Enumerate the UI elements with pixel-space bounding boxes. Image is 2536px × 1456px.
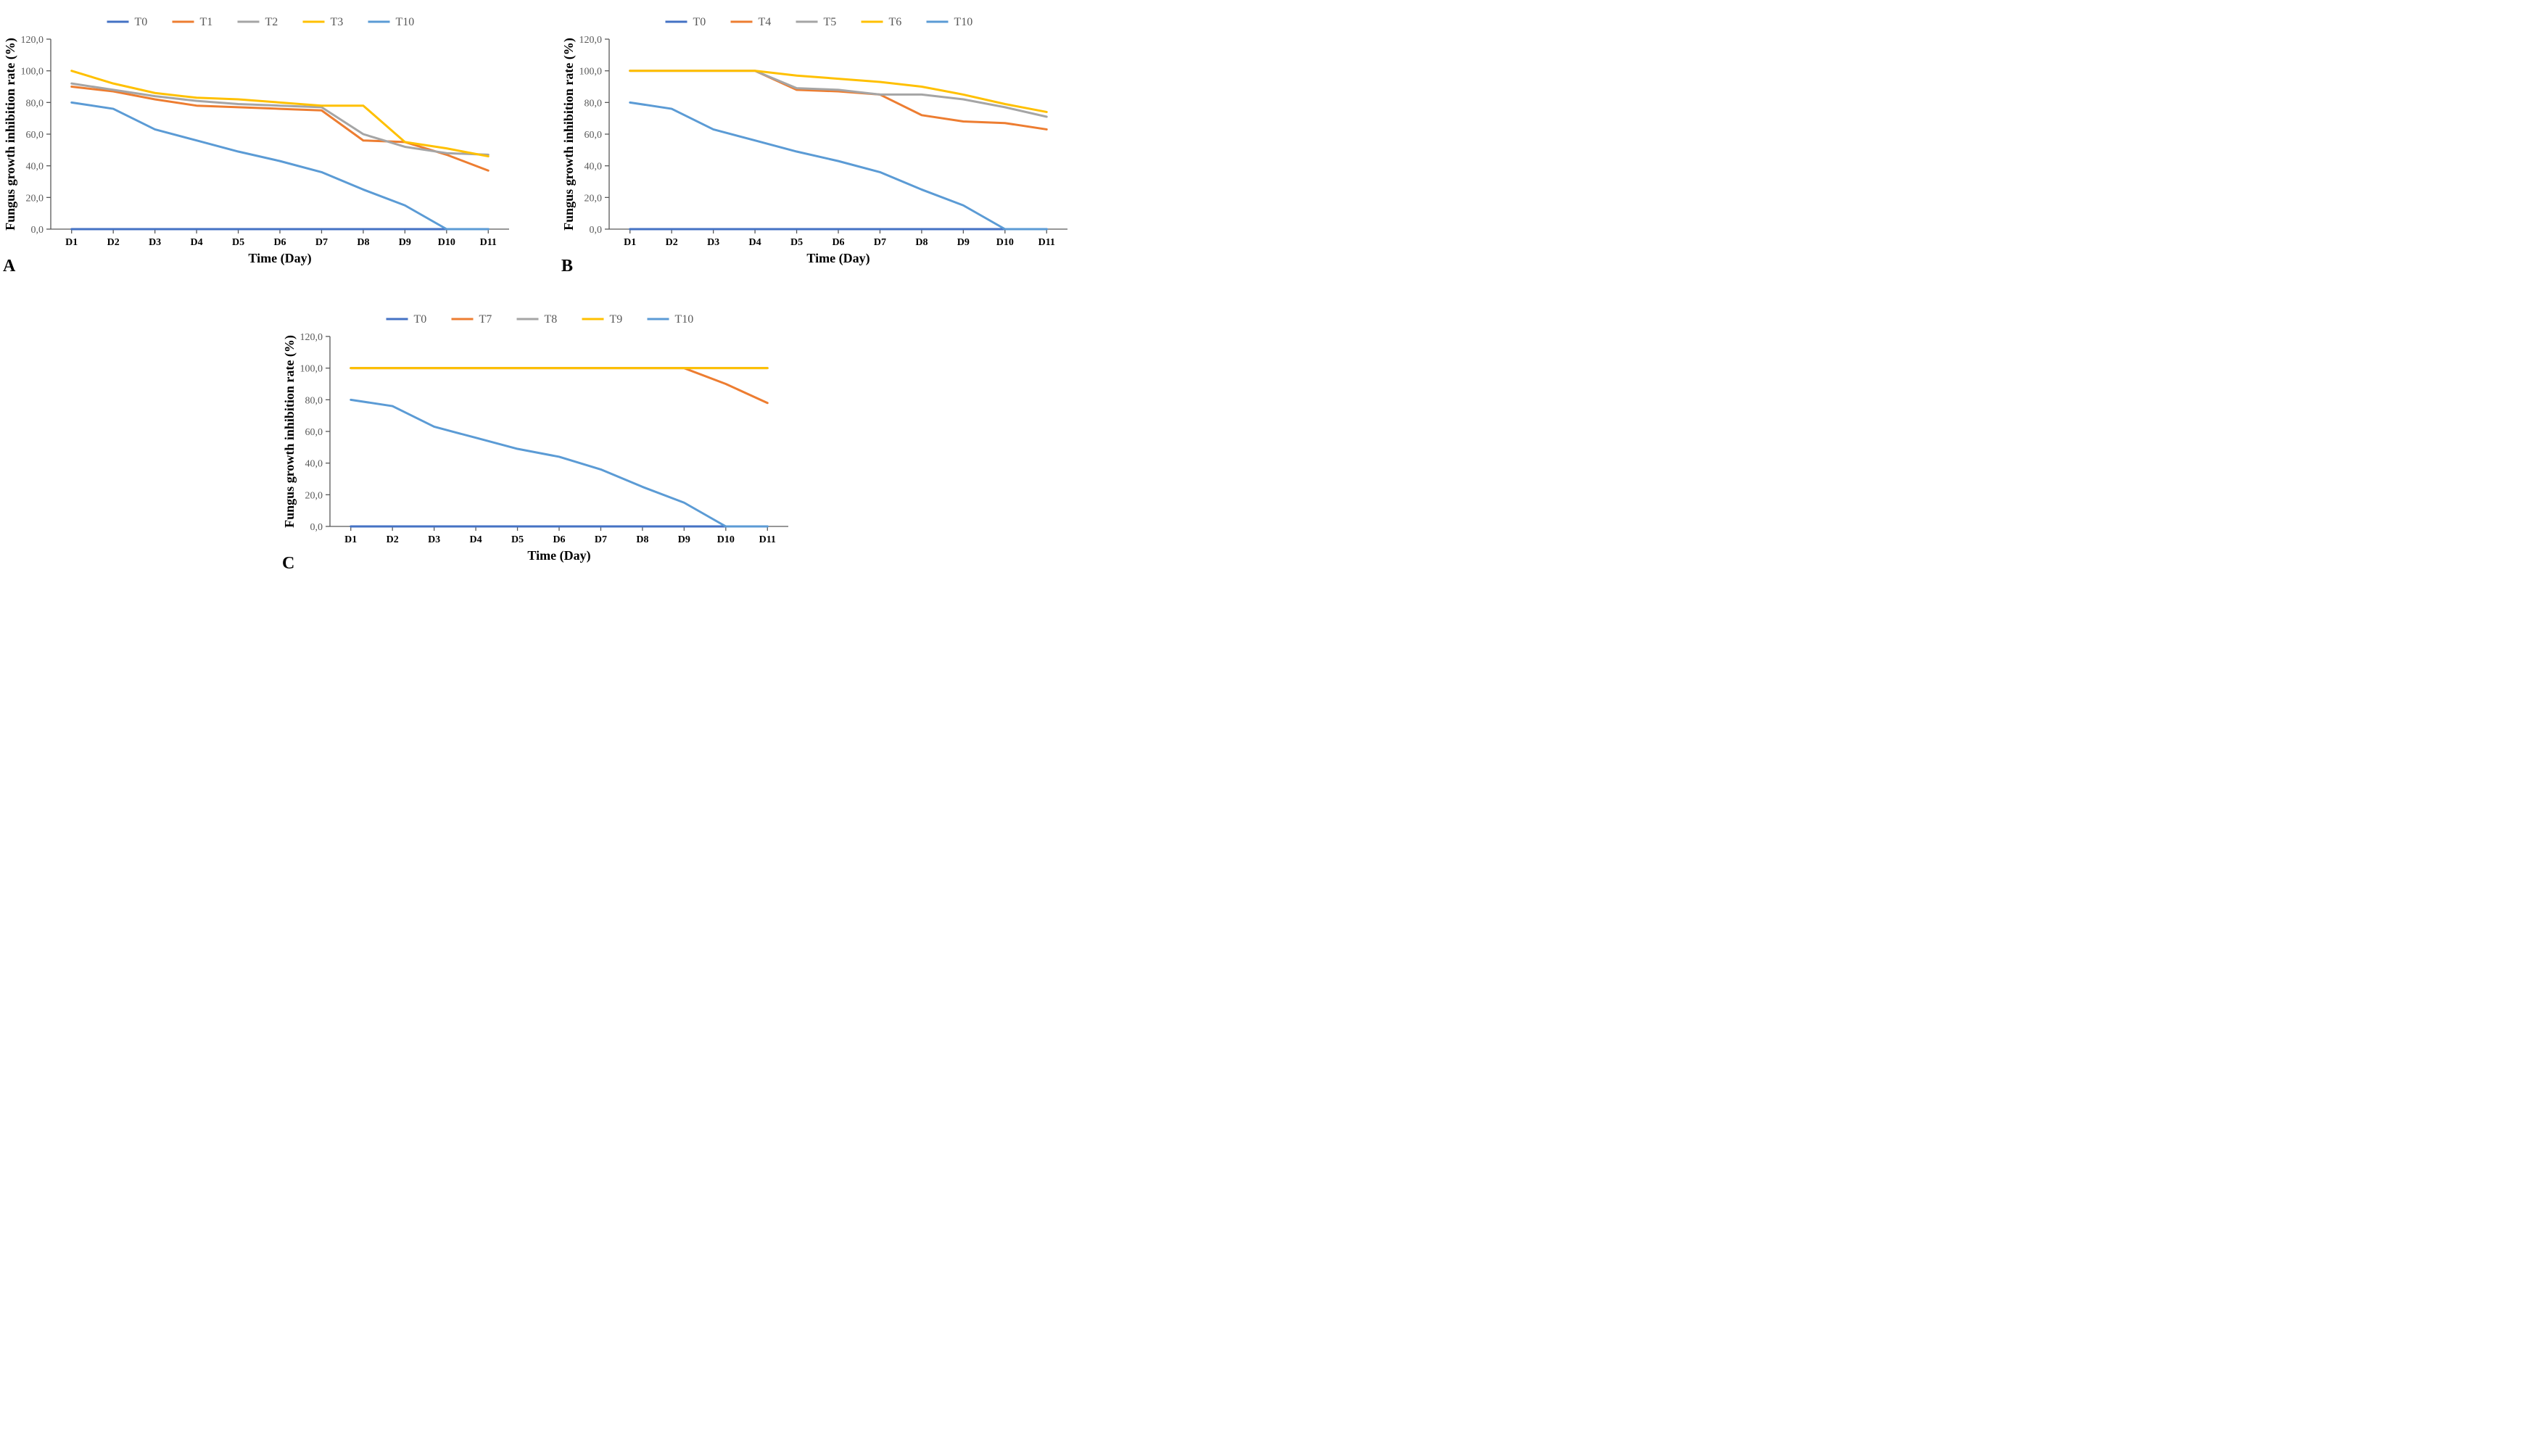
legend-label-t4: T4 — [759, 16, 772, 28]
chart-c: T0 T7 T8 T9 T10 0,0 20,0 40,0 60,0 80,0 100,0 120,0… — [279, 305, 801, 573]
y-tick-label: 80,0 — [26, 98, 44, 109]
x-tick-label: D2 — [387, 534, 399, 545]
y-tick-label: 100,0 — [579, 67, 603, 78]
y-tick-label: 40,0 — [305, 459, 323, 470]
x-tick-label: D11 — [1038, 237, 1055, 248]
x-tick-label: D8 — [636, 534, 648, 545]
y-tick-label: 20,0 — [26, 193, 44, 204]
x-tick-label: D9 — [399, 237, 411, 248]
y-tick-label: 60,0 — [585, 130, 603, 141]
legend-label-t2: T2 — [265, 16, 278, 28]
y-tick-label: 60,0 — [305, 427, 323, 438]
panel-c: T0 T7 T8 T9 T10 0,0 20,0 40,0 60,0 80,0 100,0 120,0… — [279, 305, 801, 573]
x-tick-label: D11 — [480, 237, 497, 248]
x-tick-label: D3 — [707, 237, 719, 248]
x-tick-label: D2 — [666, 237, 678, 248]
y-tick-label: 80,0 — [585, 98, 603, 109]
x-axis-label: Time (Day) — [806, 251, 870, 266]
chart-a: T0 T1 T2 T3 T10 0,0 20,0 40,0 60,0 80,0 100,0 120,0… — [0, 7, 522, 276]
row-top: T0 T1 T2 T3 T10 0,0 20,0 40,0 60,0 80,0 100,0 120,0… — [0, 7, 1081, 276]
panel-label-c: C — [282, 554, 294, 574]
legend-label-t5: T5 — [824, 16, 837, 28]
y-tick-label: 120,0 — [300, 332, 323, 343]
x-tick-label: D10 — [996, 237, 1014, 248]
x-tick-label: D1 — [624, 237, 636, 248]
legend-label-t10: T10 — [396, 16, 415, 28]
x-tick-label: D10 — [717, 534, 735, 545]
x-tick-label: D9 — [678, 534, 690, 545]
legend: T0 T4 T5 T6 T10 — [666, 16, 973, 28]
x-tick-label: D8 — [357, 237, 369, 248]
x-tick-label: D7 — [595, 534, 607, 545]
x-tick-label: D5 — [511, 534, 524, 545]
legend-label-t0: T0 — [135, 16, 148, 28]
x-tick-label: D5 — [232, 237, 244, 248]
x-axis-label: Time (Day) — [527, 548, 590, 563]
y-tick-label: 100,0 — [21, 67, 44, 78]
series-t10 — [351, 400, 768, 526]
y-tick-label: 120,0 — [579, 35, 603, 46]
legend-label-t0: T0 — [693, 16, 706, 28]
chart-b: T0 T4 T5 T6 T10 0,0 20,0 40,0 60,0 80,0 100,0 120,0… — [558, 7, 1081, 276]
panel-label-a: A — [3, 257, 15, 276]
x-tick-label: D2 — [107, 237, 120, 248]
legend-label-t8: T8 — [545, 313, 558, 326]
panel-label-b: B — [561, 257, 573, 276]
y-axis-label: Fungus growth inhibition rate (%) — [282, 335, 297, 528]
x-tick-label: D1 — [344, 534, 357, 545]
x-tick-label: D7 — [874, 237, 886, 248]
x-tick-label: D3 — [149, 237, 161, 248]
x-tick-label: D5 — [790, 237, 803, 248]
y-axis-label: Fungus growth inhibition rate (%) — [3, 38, 18, 231]
y-tick-label: 60,0 — [26, 130, 44, 141]
legend-label-t9: T9 — [610, 313, 623, 326]
x-tick-label: D11 — [759, 534, 776, 545]
x-tick-label: D4 — [749, 237, 761, 248]
series-t1 — [72, 87, 489, 171]
row-bottom: T0 T7 T8 T9 T10 0,0 20,0 40,0 60,0 80,0 100,0 120,0… — [0, 305, 1081, 573]
x-tick-label: D4 — [191, 237, 203, 248]
x-tick-label: D10 — [438, 237, 455, 248]
legend-label-t7: T7 — [479, 313, 492, 326]
y-tick-label: 0,0 — [590, 225, 603, 236]
x-tick-label: D6 — [832, 237, 844, 248]
y-tick-label: 20,0 — [305, 490, 323, 501]
legend-label-t0: T0 — [414, 313, 427, 326]
legend-label-t3: T3 — [331, 16, 344, 28]
legend-label-t6: T6 — [889, 16, 902, 28]
legend: T0 T1 T2 T3 T10 — [107, 16, 415, 28]
legend-label-t1: T1 — [200, 16, 213, 28]
x-tick-label: D6 — [553, 534, 565, 545]
y-tick-label: 40,0 — [26, 162, 44, 173]
x-tick-label: D1 — [65, 237, 78, 248]
y-axis-label: Fungus growth inhibition rate (%) — [561, 38, 577, 231]
figure: T0 T1 T2 T3 T10 0,0 20,0 40,0 60,0 80,0 100,0 120,0… — [0, 0, 1081, 624]
y-tick-label: 20,0 — [585, 193, 603, 204]
y-tick-label: 0,0 — [310, 522, 323, 533]
x-tick-label: D7 — [315, 237, 328, 248]
x-tick-label: D9 — [957, 237, 970, 248]
y-tick-label: 120,0 — [21, 35, 44, 46]
y-tick-label: 0,0 — [31, 225, 44, 236]
x-tick-label: D3 — [428, 534, 440, 545]
y-tick-label: 100,0 — [300, 364, 323, 375]
y-tick-label: 80,0 — [305, 395, 323, 406]
x-axis-label: Time (Day) — [248, 251, 311, 266]
legend-label-t10: T10 — [954, 16, 973, 28]
x-tick-label: D6 — [273, 237, 286, 248]
series-t3 — [72, 71, 489, 157]
series-t7 — [351, 368, 768, 403]
series-t10 — [72, 102, 489, 229]
x-tick-label: D4 — [470, 534, 482, 545]
legend: T0 T7 T8 T9 T10 — [387, 313, 694, 326]
y-tick-label: 40,0 — [585, 162, 603, 173]
legend-label-t10: T10 — [675, 313, 694, 326]
panel-a: T0 T1 T2 T3 T10 0,0 20,0 40,0 60,0 80,0 100,0 120,0… — [0, 7, 522, 276]
x-tick-label: D8 — [915, 237, 928, 248]
panel-b: T0 T4 T5 T6 T10 0,0 20,0 40,0 60,0 80,0 100,0 120,0… — [558, 7, 1081, 276]
